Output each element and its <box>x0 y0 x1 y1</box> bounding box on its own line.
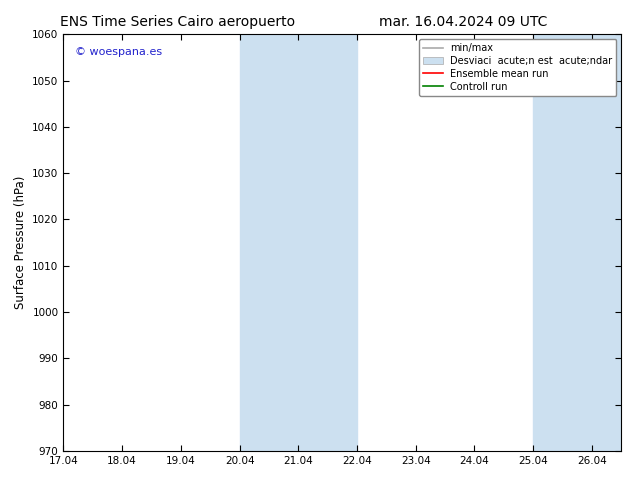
Text: © woespana.es: © woespana.es <box>75 47 162 57</box>
Text: mar. 16.04.2024 09 UTC: mar. 16.04.2024 09 UTC <box>378 15 547 29</box>
Bar <box>533 34 621 451</box>
Text: ENS Time Series Cairo aeropuerto: ENS Time Series Cairo aeropuerto <box>60 15 295 29</box>
Bar <box>240 34 357 451</box>
Legend: min/max, Desviaci  acute;n est  acute;ndar, Ensemble mean run, Controll run: min/max, Desviaci acute;n est acute;ndar… <box>419 39 616 96</box>
Y-axis label: Surface Pressure (hPa): Surface Pressure (hPa) <box>14 176 27 309</box>
